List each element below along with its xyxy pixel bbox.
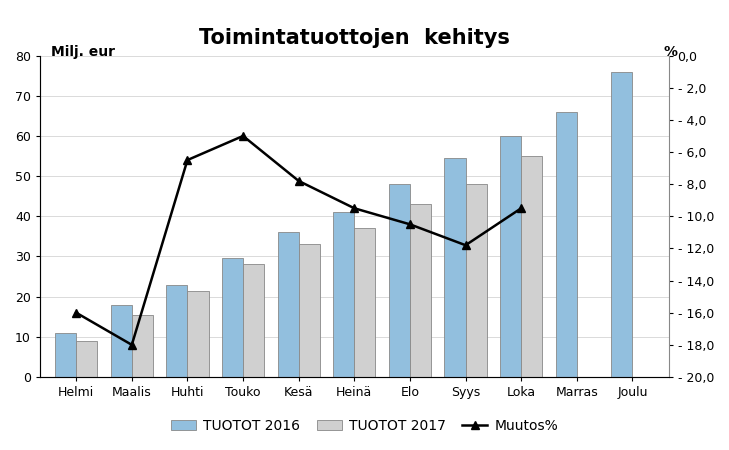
Bar (500, 136, 521, 377)
Bar (389, 184, 410, 377)
Bar (132, 315, 153, 377)
Bar (333, 212, 354, 377)
Bar (111, 305, 132, 377)
Bar (243, 265, 264, 377)
Title: Toimintatuottojen  kehitys: Toimintatuottojen kehitys (199, 28, 510, 49)
Bar (77, 341, 98, 377)
Text: %: % (664, 45, 678, 59)
Bar (354, 228, 375, 377)
Bar (222, 258, 243, 377)
Bar (612, 72, 633, 377)
Bar (299, 244, 320, 377)
Bar (55, 333, 77, 377)
Bar (521, 156, 542, 377)
Bar (278, 232, 299, 377)
Bar (187, 291, 208, 377)
Bar (166, 284, 187, 377)
Text: Milj. eur: Milj. eur (51, 45, 115, 59)
Bar (466, 184, 487, 377)
Legend: TUOTOT 2016, TUOTOT 2017, Muutos%: TUOTOT 2016, TUOTOT 2017, Muutos% (165, 414, 564, 439)
Bar (410, 204, 431, 377)
Bar (445, 158, 466, 377)
Bar (555, 112, 577, 377)
